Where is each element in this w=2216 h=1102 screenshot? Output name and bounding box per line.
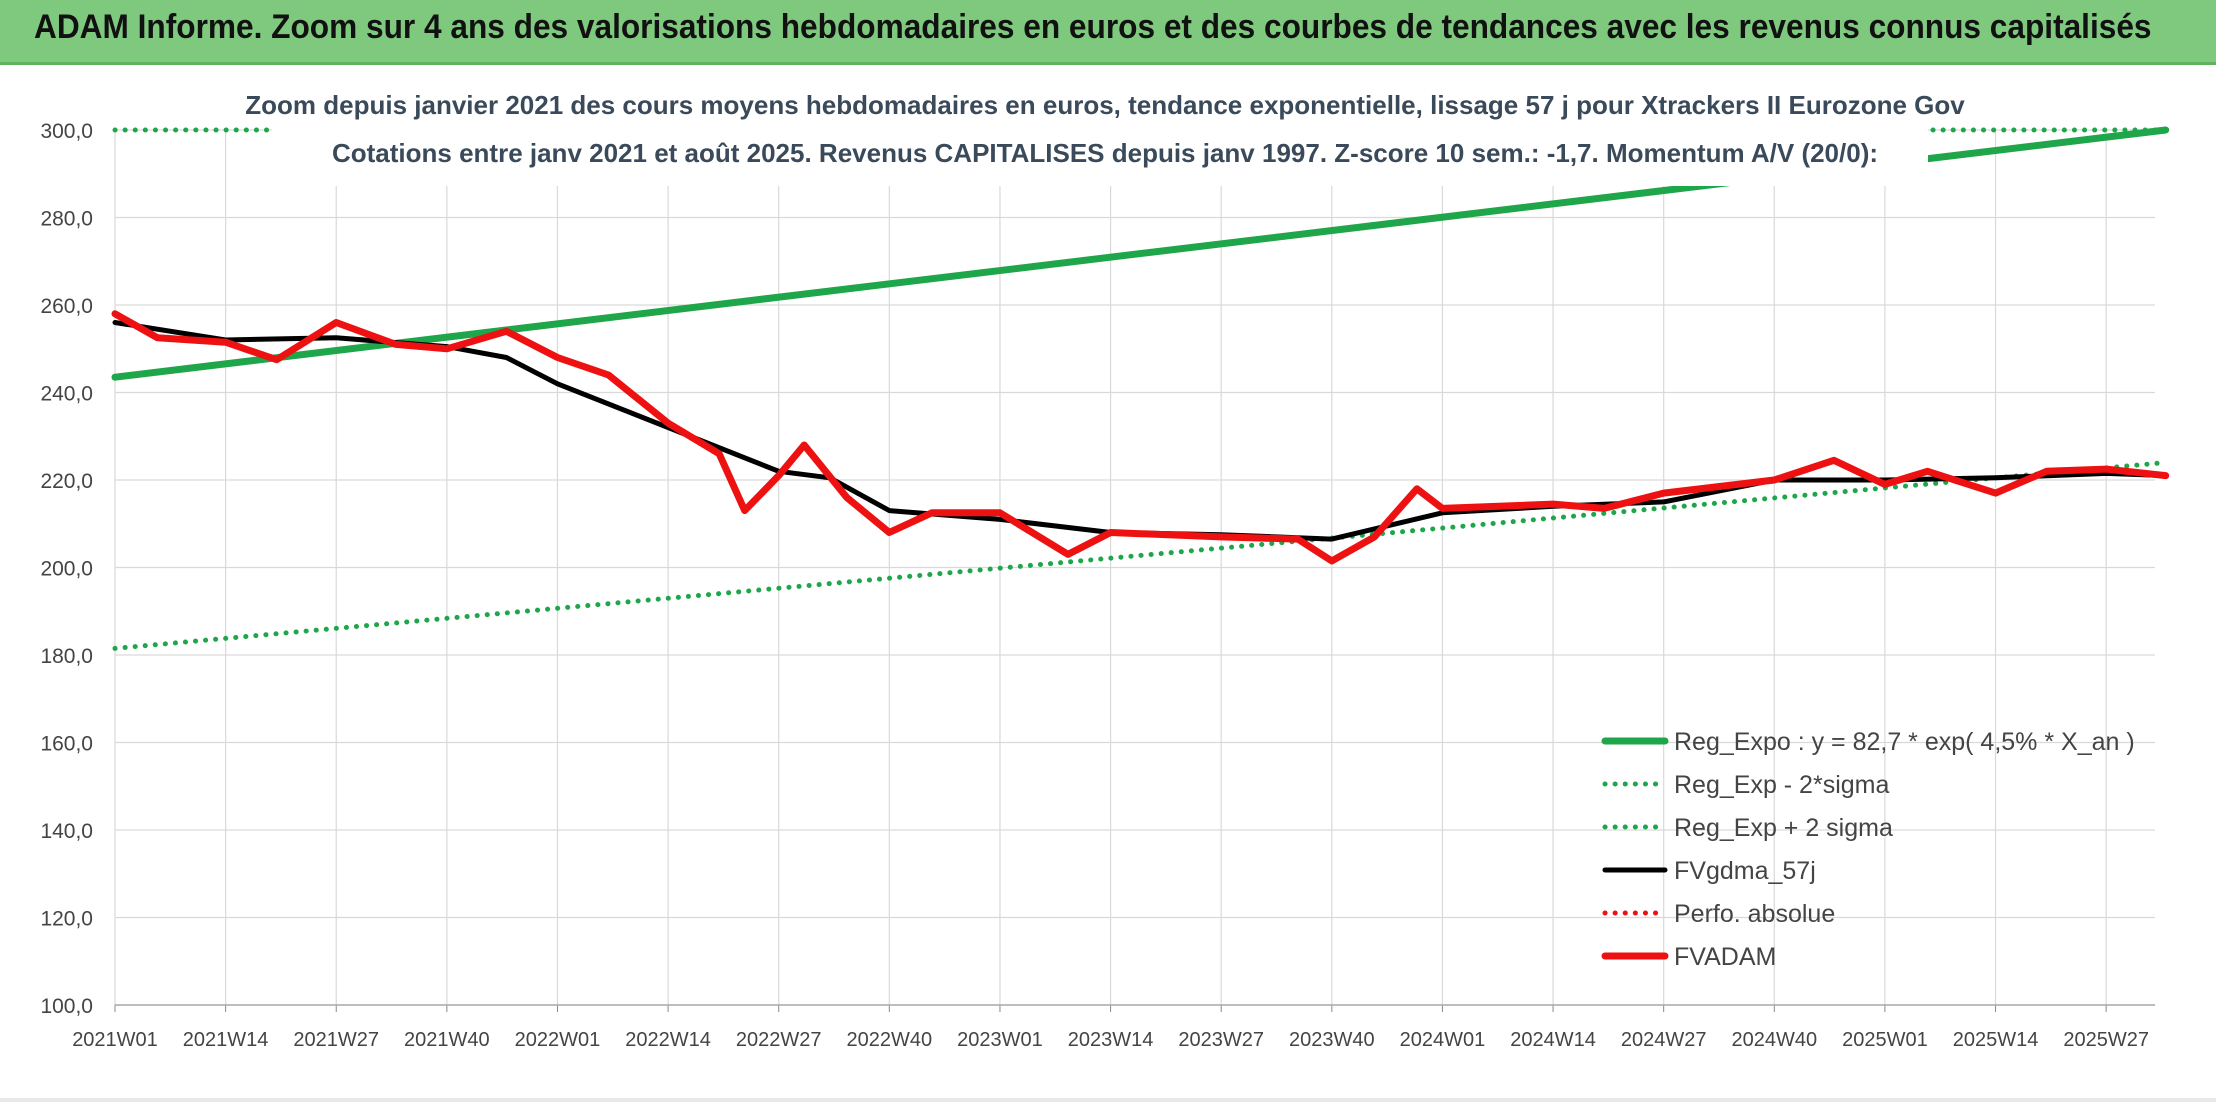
x-tick-label: 2021W14 xyxy=(183,1029,269,1051)
chart-title-background xyxy=(272,82,1928,186)
y-tick-label: 100,0 xyxy=(40,995,93,1018)
x-tick-label: 2022W01 xyxy=(515,1029,601,1051)
page-title: ADAM Informe. Zoom sur 4 ans des valoris… xyxy=(34,8,2152,46)
y-tick-label: 260,0 xyxy=(40,295,93,318)
x-axis-ticks: 2021W01 2021W14 2021W27 2021W40 2022W01 2022W… xyxy=(72,1004,2155,1051)
series-line-fvadam xyxy=(111,310,2170,565)
chart-titles: Zoom depuis janvier 2021 des cours moyen… xyxy=(245,82,1965,186)
y-tick-label: 160,0 xyxy=(40,733,93,756)
x-tick-label: 2023W40 xyxy=(1289,1029,1375,1051)
y-axis-ticks: 100,0 120,0 140,0 160,0 180,0 200,0 220,0 240,0… xyxy=(40,120,93,1018)
header-banner: ADAM Informe. Zoom sur 4 ans des valoris… xyxy=(0,0,2216,65)
x-tick-label: 2021W27 xyxy=(293,1029,379,1051)
y-tick-label: 240,0 xyxy=(40,383,93,406)
y-tick-label: 200,0 xyxy=(40,558,93,581)
x-tick-label: 2024W14 xyxy=(1510,1029,1596,1051)
x-tick-label: 2024W01 xyxy=(1400,1029,1486,1051)
x-tick-label: 2025W27 xyxy=(2063,1029,2149,1051)
y-tick-label: 280,0 xyxy=(40,208,93,231)
legend-label: Reg_Expo : y = 82,7 * exp( 4,5% * X_an ) xyxy=(1674,728,2135,756)
y-tick-label: 220,0 xyxy=(40,470,93,493)
x-tick-label: 2023W01 xyxy=(957,1029,1043,1051)
y-tick-label: 180,0 xyxy=(40,645,93,668)
legend-label: Reg_Exp - 2*sigma xyxy=(1674,771,1889,799)
x-tick-label: 2024W40 xyxy=(1731,1029,1817,1051)
x-tick-label: 2021W01 xyxy=(72,1029,158,1051)
x-tick-label: 2025W14 xyxy=(1953,1029,2039,1051)
legend-label: FVADAM xyxy=(1674,943,1776,971)
x-tick-label: 2025W01 xyxy=(1842,1029,1928,1051)
x-tick-label: 2022W40 xyxy=(847,1029,933,1051)
bottom-border xyxy=(0,1098,2216,1102)
chart-subtitle: Cotations entre janv 2021 et août 2025. … xyxy=(332,138,1878,168)
x-tick-label: 2023W14 xyxy=(1068,1029,1154,1051)
legend-label: FVgdma_57j xyxy=(1674,857,1816,885)
series-line-reg-exp-2-sigma xyxy=(112,460,2169,651)
y-tick-label: 300,0 xyxy=(40,120,93,143)
chart-grid xyxy=(114,129,2155,1006)
chart-title: Zoom depuis janvier 2021 des cours moyen… xyxy=(245,90,1965,120)
series-line-fvgdma-57j xyxy=(112,320,2169,542)
legend-label: Reg_Exp + 2 sigma xyxy=(1674,814,1893,842)
chart-series xyxy=(111,126,2170,651)
x-tick-label: 2021W40 xyxy=(404,1029,490,1051)
x-tick-label: 2022W27 xyxy=(736,1029,822,1051)
y-tick-label: 140,0 xyxy=(40,820,93,843)
x-tick-label: 2023W27 xyxy=(1178,1029,1264,1051)
line-chart: 100,0 120,0 140,0 160,0 180,0 200,0 220,0 240,0… xyxy=(40,82,2170,1051)
x-tick-label: 2022W14 xyxy=(625,1029,711,1051)
x-tick-label: 2024W27 xyxy=(1621,1029,1707,1051)
y-tick-label: 120,0 xyxy=(40,908,93,931)
legend-label: Perfo. absolue xyxy=(1674,900,1835,928)
chart-legend: Reg_Expo : y = 82,7 * exp( 4,5% * X_an )… xyxy=(1601,728,2135,971)
